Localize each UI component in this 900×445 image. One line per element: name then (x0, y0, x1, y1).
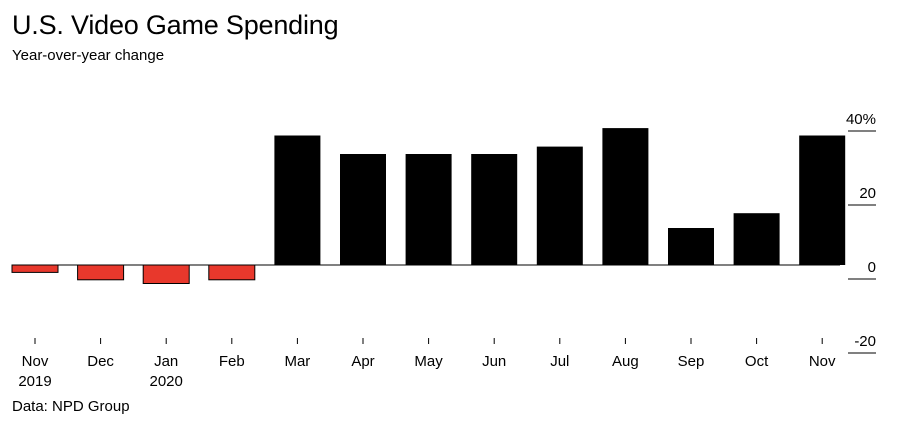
chart-subtitle: Year-over-year change (12, 47, 165, 64)
bar-jan-2020 (142, 264, 190, 284)
x-tick-label: Nov (22, 353, 49, 370)
x-tick-label: Apr (351, 353, 374, 370)
bar-sep (668, 228, 714, 265)
x-tick-label: Jul (550, 353, 569, 370)
x-tick-label: 2019 (18, 373, 51, 390)
bar-nov (799, 135, 846, 265)
x-tick-label: Dec (87, 353, 114, 370)
bar-jul (536, 146, 583, 265)
bar-jun (471, 154, 518, 265)
x-tick-label: Feb (219, 353, 245, 370)
y-tick-label: 40% (846, 111, 876, 128)
bars-group (11, 128, 846, 284)
source-note: Data: NPD Group (12, 398, 130, 415)
x-tick-label: 2020 (150, 373, 183, 390)
x-tick-label: May (414, 353, 443, 370)
y-tick-label: 20 (859, 185, 876, 202)
bar-oct (733, 213, 780, 265)
bar-dec (77, 264, 125, 281)
x-tick-label: Aug (612, 353, 639, 370)
bar-mar (274, 135, 321, 265)
bar-aug (602, 128, 649, 265)
bar-feb (208, 264, 256, 281)
y-tick-label: 0 (868, 259, 876, 276)
y-axis: 40% 20 0 -20 (12, 111, 876, 354)
bar-may (405, 154, 452, 265)
x-tick-label: Nov (809, 353, 836, 370)
x-axis: Nov 2019 Dec Jan 2020 Feb Mar Apr May Jun Jul Aug Se… (18, 338, 836, 390)
x-tick-label: Mar (284, 353, 310, 370)
x-tick-label: Jun (482, 353, 506, 370)
y-tick-label: -20 (854, 333, 876, 350)
bar-apr (340, 154, 386, 265)
chart-title: U.S. Video Game Spending (12, 10, 339, 40)
x-tick-label: Oct (745, 353, 769, 370)
bar-nov-2019 (11, 264, 59, 273)
x-tick-label: Sep (678, 353, 705, 370)
x-tick-label: Jan (154, 353, 178, 370)
